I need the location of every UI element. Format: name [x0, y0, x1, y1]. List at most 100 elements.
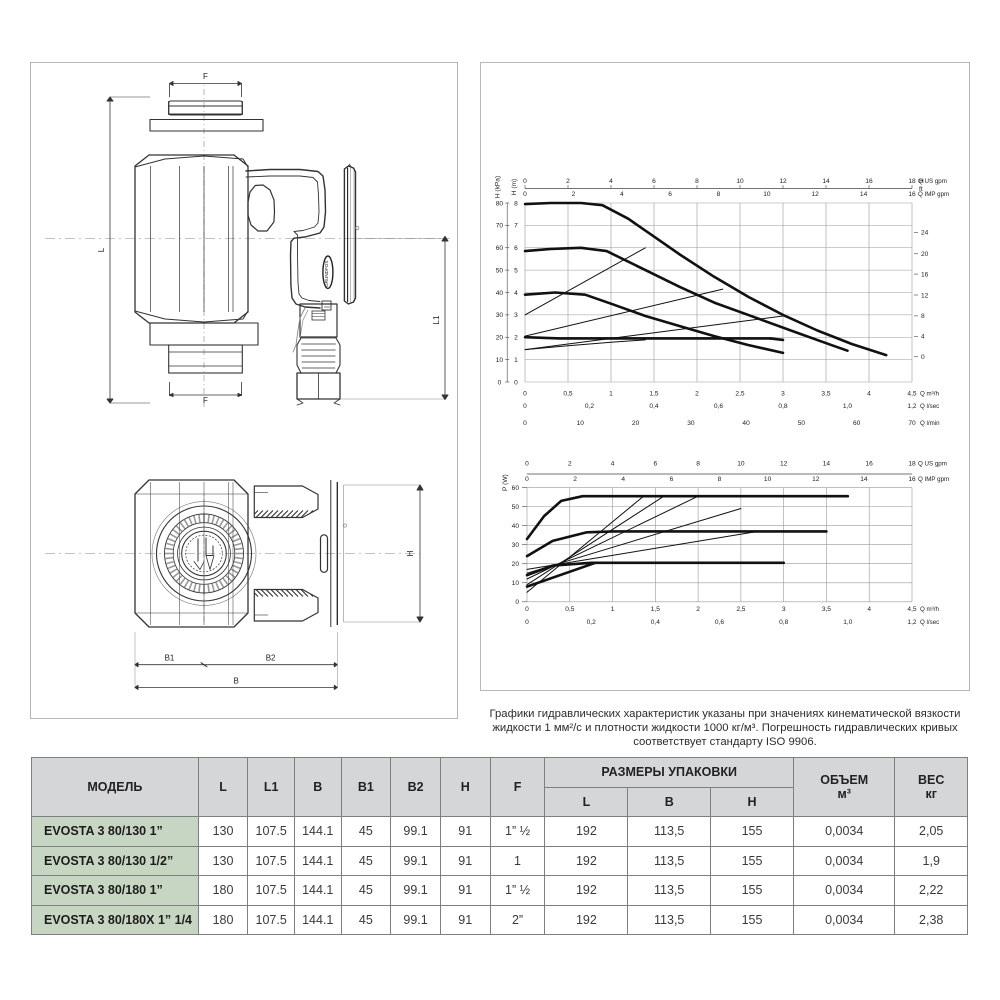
svg-text:12: 12: [812, 476, 820, 483]
svg-text:30: 30: [687, 420, 695, 427]
svg-text:1,0: 1,0: [843, 403, 852, 410]
svg-text:12: 12: [779, 178, 787, 185]
svg-text:ft: ft: [919, 186, 923, 193]
svg-text:10: 10: [736, 178, 744, 185]
svg-text:6: 6: [514, 245, 518, 252]
svg-text:14: 14: [823, 461, 831, 468]
svg-text:H (m): H (m): [511, 179, 518, 195]
svg-text:0,2: 0,2: [585, 403, 594, 410]
svg-text:4: 4: [611, 461, 615, 468]
svg-text:3: 3: [781, 390, 785, 397]
svg-text:1,0: 1,0: [843, 619, 852, 626]
svg-text:Q l/min: Q l/min: [920, 420, 940, 427]
svg-text:4: 4: [514, 290, 518, 297]
svg-text:14: 14: [822, 178, 830, 185]
svg-text:40: 40: [742, 420, 750, 427]
svg-text:12: 12: [921, 292, 929, 299]
svg-text:8: 8: [696, 461, 700, 468]
svg-text:4: 4: [621, 476, 625, 483]
svg-text:4,5: 4,5: [907, 390, 916, 397]
svg-text:8: 8: [717, 191, 721, 198]
svg-text:20: 20: [496, 335, 504, 342]
svg-text:4,5: 4,5: [907, 606, 916, 613]
svg-text:0: 0: [515, 599, 519, 606]
svg-text:5: 5: [514, 267, 518, 274]
svg-text:4: 4: [867, 606, 871, 613]
svg-text:3,5: 3,5: [822, 606, 831, 613]
svg-text:0: 0: [514, 379, 518, 386]
svg-text:0,4: 0,4: [651, 619, 660, 626]
svg-text:4: 4: [620, 191, 624, 198]
svg-text:Q US gpm: Q US gpm: [918, 461, 947, 468]
svg-text:B1: B1: [165, 654, 175, 663]
svg-text:8: 8: [695, 178, 699, 185]
svg-text:50: 50: [798, 420, 806, 427]
svg-text:16: 16: [921, 271, 929, 278]
svg-text:Q IMP gpm: Q IMP gpm: [918, 476, 949, 483]
svg-text:6: 6: [652, 178, 656, 185]
svg-text:Q l/sec: Q l/sec: [920, 619, 939, 626]
svg-text:0,5: 0,5: [563, 390, 572, 397]
svg-text:0: 0: [498, 379, 502, 386]
svg-text:0,5: 0,5: [565, 606, 574, 613]
svg-text:2,5: 2,5: [735, 390, 744, 397]
svg-text:30: 30: [512, 542, 520, 549]
svg-text:6: 6: [653, 461, 657, 468]
svg-text:1: 1: [609, 390, 613, 397]
svg-text:6: 6: [668, 191, 672, 198]
svg-text:0: 0: [523, 191, 527, 198]
svg-text:4: 4: [609, 178, 613, 185]
svg-text:20: 20: [921, 251, 929, 258]
svg-text:1,2: 1,2: [907, 619, 916, 626]
svg-text:H: H: [406, 550, 415, 556]
svg-text:2: 2: [566, 178, 570, 185]
svg-text:8: 8: [514, 200, 518, 207]
svg-text:0: 0: [523, 403, 527, 410]
svg-text:0: 0: [523, 178, 527, 185]
svg-text:12: 12: [780, 461, 788, 468]
svg-text:0: 0: [921, 354, 925, 361]
svg-text:0: 0: [525, 606, 529, 613]
svg-text:16: 16: [865, 178, 873, 185]
svg-text:40: 40: [496, 290, 504, 297]
svg-text:B2: B2: [266, 654, 276, 663]
svg-text:0: 0: [525, 461, 529, 468]
svg-text:P (W): P (W): [502, 474, 509, 491]
svg-text:2: 2: [696, 606, 700, 613]
svg-text:18: 18: [908, 178, 916, 185]
svg-text:0,8: 0,8: [778, 403, 787, 410]
svg-text:10: 10: [512, 580, 520, 587]
svg-text:2: 2: [695, 390, 699, 397]
svg-text:1: 1: [514, 357, 518, 364]
svg-text:3,5: 3,5: [821, 390, 830, 397]
svg-text:0: 0: [523, 420, 527, 427]
svg-text:L: L: [97, 247, 106, 252]
svg-text:0,4: 0,4: [649, 403, 658, 410]
svg-text:L1: L1: [432, 315, 441, 324]
svg-text:70: 70: [908, 420, 916, 427]
svg-text:4: 4: [921, 334, 925, 341]
svg-text:50: 50: [496, 267, 504, 274]
svg-text:F: F: [203, 396, 208, 405]
svg-text:1: 1: [611, 606, 615, 613]
svg-text:10: 10: [496, 357, 504, 364]
svg-text:H (kPa): H (kPa): [494, 176, 501, 198]
svg-text:0,6: 0,6: [714, 403, 723, 410]
svg-text:Q l/sec: Q l/sec: [920, 403, 939, 410]
svg-text:6: 6: [670, 476, 674, 483]
svg-text:40: 40: [512, 523, 520, 530]
svg-text:2: 2: [573, 476, 577, 483]
svg-text:10: 10: [763, 191, 771, 198]
svg-text:10: 10: [737, 461, 745, 468]
svg-text:H: H: [919, 178, 924, 185]
svg-text:1,5: 1,5: [649, 390, 658, 397]
svg-text:Q IMP gpm: Q IMP gpm: [918, 191, 949, 198]
svg-text:14: 14: [860, 191, 868, 198]
svg-text:4: 4: [867, 390, 871, 397]
svg-text:1,5: 1,5: [651, 606, 660, 613]
svg-text:7: 7: [514, 223, 518, 230]
svg-text:14: 14: [860, 476, 868, 483]
svg-text:3: 3: [782, 606, 786, 613]
svg-text:30: 30: [496, 312, 504, 319]
svg-text:1,2: 1,2: [907, 403, 916, 410]
